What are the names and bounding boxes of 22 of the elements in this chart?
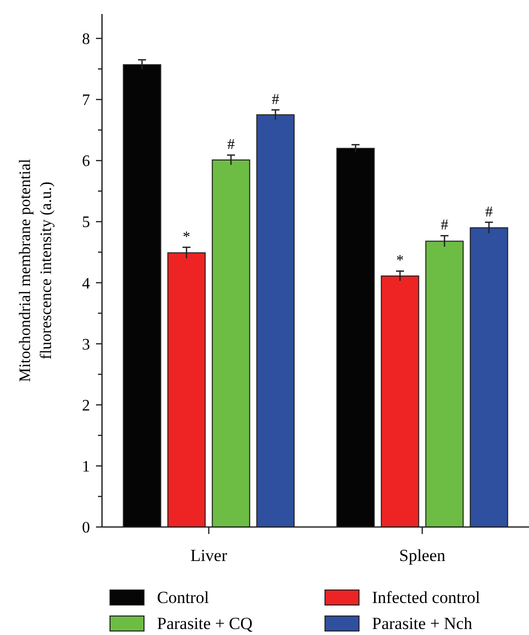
annotation: # bbox=[272, 92, 280, 108]
annotation: * bbox=[182, 229, 190, 246]
annotation: # bbox=[440, 218, 449, 234]
y-tick-label: 3 bbox=[82, 336, 90, 354]
annotation: # bbox=[227, 137, 236, 154]
y-tick-label: 2 bbox=[82, 397, 90, 414]
y-tick-label: 0 bbox=[82, 520, 90, 537]
y-tick-label: 6 bbox=[82, 153, 90, 170]
y-axis-title: Mitochondrial membrane potential fluorescence intensity (a.u.) bbox=[17, 158, 55, 382]
y-tick-label: 7 bbox=[82, 92, 90, 110]
y-tick-label: 1 bbox=[82, 458, 90, 476]
y-tick-label: 5 bbox=[82, 214, 90, 232]
legend-label: Infected control bbox=[372, 588, 480, 607]
y-tick-label: 4 bbox=[82, 275, 90, 292]
legend-label: Parasite + Nch bbox=[372, 614, 473, 633]
annotation: * bbox=[396, 253, 404, 270]
legend-label: Control bbox=[157, 588, 210, 607]
annotation: # bbox=[485, 204, 494, 220]
y-tick-label: 8 bbox=[82, 31, 90, 48]
x-tick-label: Spleen bbox=[399, 546, 446, 565]
x-tick-label: Liver bbox=[190, 546, 228, 565]
legend-label: Parasite + CQ bbox=[157, 614, 253, 633]
